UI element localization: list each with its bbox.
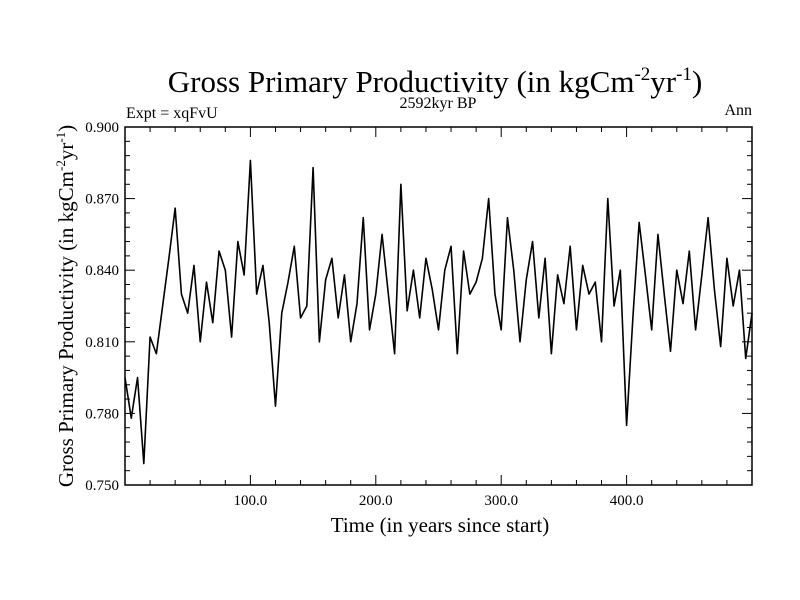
plot-frame [124,126,753,486]
y-axis-label: Gross Primary Productivity (in kgCm-2yr-… [53,125,78,487]
x-tick-label: 100.0 [234,493,268,509]
y-tick-label: 0.840 [85,263,119,279]
axis-tick-labels: 100.0 200.0 300.0 400.0 0.750 0.780 0.810 0.840… [85,120,643,509]
chart-title: Gross Primary Productivity (in kgCm-2yr-… [168,64,703,99]
y-tick-label: 0.810 [85,335,119,351]
gpp-series-line [124,159,753,465]
y-tick-label: 0.870 [85,192,119,208]
x-axis-label: Time (in years since start) [331,513,550,537]
x-tick-label: 400.0 [610,493,644,509]
x-tick-label: 200.0 [359,493,393,509]
season-label: Ann [724,102,752,119]
experiment-label: Expt = xqFvU [126,105,218,122]
y-tick-label: 0.780 [85,406,119,422]
axis-ticks [125,126,752,486]
y-tick-label: 0.750 [85,478,119,494]
x-tick-label: 300.0 [484,493,518,509]
y-tick-label: 0.900 [85,120,119,136]
period-label: 2592kyr BP [400,95,477,112]
